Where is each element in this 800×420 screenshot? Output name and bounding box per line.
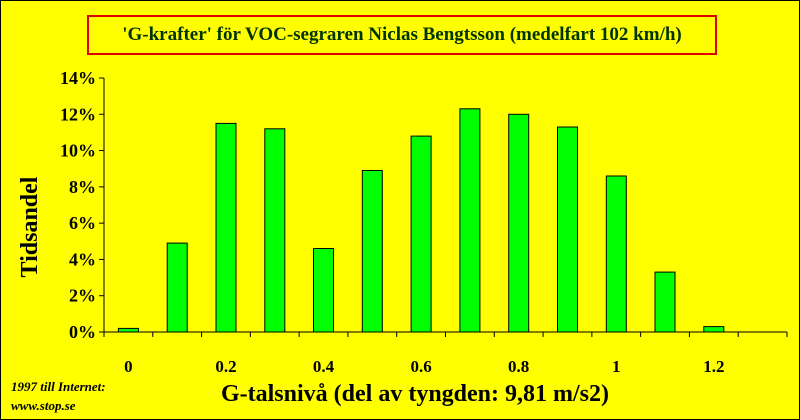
y-tick-label: 4% [69, 249, 96, 269]
bar-0.8 [508, 113, 530, 333]
x-tick-label: 1.2 [703, 357, 724, 376]
y-axis-title: Tidsandel [17, 176, 43, 277]
bar-0.6 [410, 135, 432, 333]
y-tick-labels: 0% 2% 4% 6% 8% 10% 12% 14% [60, 68, 96, 342]
bars-group [117, 108, 725, 333]
bar-0.5 [361, 170, 383, 333]
x-tick-label: 0.2 [215, 357, 236, 376]
x-tick-label: 0.6 [410, 357, 431, 376]
y-tick-label: 12% [60, 104, 96, 124]
bar-0.9 [557, 126, 578, 333]
x-tick-label: 0.4 [313, 357, 335, 376]
bar-1.1 [654, 271, 676, 333]
y-tick-label: 14% [60, 68, 96, 88]
bar-0.3 [264, 128, 286, 333]
x-axis-title: G-talsnivå (del av tyngden: 9,81 m/s2) [221, 381, 609, 407]
y-tick-label: 10% [60, 141, 96, 161]
x-tick-labels: 0 0.2 0.4 0.6 0.8 1 1.2 [124, 357, 724, 376]
x-tick-label: 0.8 [508, 357, 529, 376]
bar-0.1 [166, 242, 188, 333]
credit-line-2: www.stop.se [11, 398, 76, 413]
credit-text: 1997 till Internet: www.stop.se [11, 377, 106, 415]
bar-0 [117, 327, 139, 333]
x-tick-label: 1 [612, 357, 621, 376]
bar-0.2 [215, 122, 237, 333]
y-tick-label: 8% [69, 177, 96, 197]
bar-0.7 [459, 108, 481, 333]
y-tick-label: 6% [69, 213, 96, 233]
y-tick-label: 0% [69, 322, 96, 342]
bar-1.2 [703, 326, 725, 333]
bar-0.4 [313, 248, 334, 333]
credit-line-1: 1997 till Internet: [11, 379, 106, 394]
bar-1 [605, 175, 627, 333]
axes-group [99, 77, 788, 337]
chart-title: 'G-krafter' för VOC-segraren Niclas Beng… [87, 15, 717, 55]
x-tick-label: 0 [124, 357, 133, 376]
y-tick-label: 2% [69, 286, 96, 306]
